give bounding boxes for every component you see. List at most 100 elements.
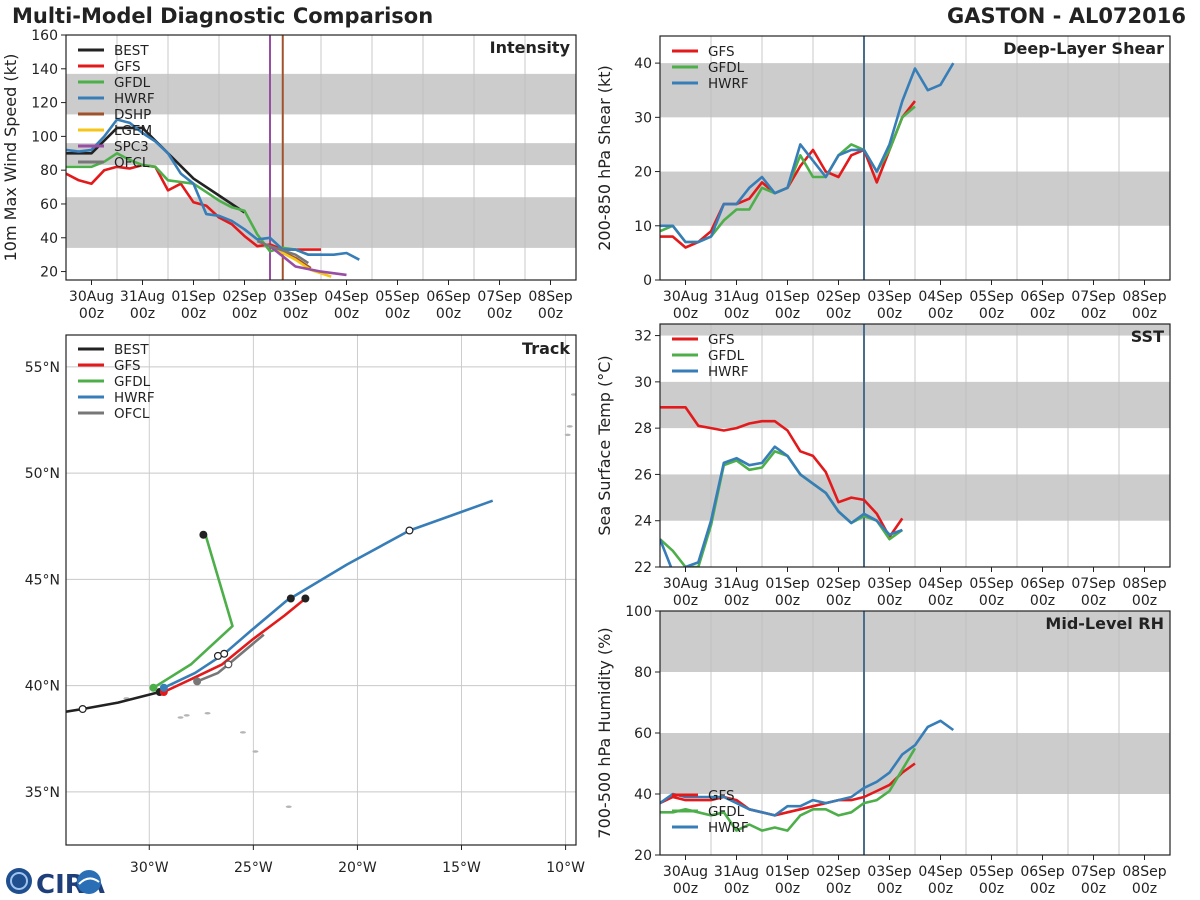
rh-ytick-label: 60 [634,726,652,742]
sst-xtick-day: 05Sep [969,576,1013,592]
sst-title: SST [1131,327,1164,346]
intensity-xtick-hour: 00z [283,306,308,322]
rh-series-gfs [660,762,916,817]
track-series-best [66,690,161,713]
track-legend-label-gfdl: GFDL [114,374,151,390]
cira-logo: CIRA [6,868,105,900]
sst-xtick-day: 06Sep [1020,576,1064,592]
shear-ytick-label: 10 [634,219,652,235]
sst-xtick-hour: 00z [877,593,902,609]
storm-id: GASTON - AL072016 [946,4,1186,28]
track-legend-label-best: BEST [114,342,149,358]
sst-xtick-hour: 00z [673,593,698,609]
intensity-xtick-day: 02Sep [222,289,266,305]
shear-ytick-label: 30 [634,110,652,126]
intensity-xtick-day: 06Sep [426,289,470,305]
track-xtick-label: 20°W [338,860,377,876]
sst-xtick-hour: 00z [1132,593,1157,609]
rh-xtick-day: 06Sep [1020,864,1064,880]
rh-xtick-day: 30Aug [663,864,708,880]
gfs-position-marker [286,594,295,603]
sst-xtick-hour: 00z [928,593,953,609]
rh-ytick-label: 20 [634,848,652,864]
intensity-frame [65,34,577,281]
shear-chart: 01020304030Aug00z31Aug00z01Sep00z02Sep00… [595,35,1171,322]
sst-ytick-label: 28 [634,421,652,437]
rh-xtick-hour: 00z [877,881,902,897]
intensity-xtick-hour: 00z [232,306,257,322]
sst-xtick-day: 03Sep [867,576,911,592]
intensity-legend-label-dshp: DSHP [114,107,151,123]
intensity-legend-label-lgem: LGEM [114,123,152,139]
shear-xtick-day: 01Sep [765,289,809,305]
rh-series-gfdl [660,747,917,832]
ofcl-position-marker [224,660,233,669]
sst-xtick-day: 01Sep [765,576,809,592]
shear-xtick-day: 05Sep [969,289,1013,305]
shear-xtick-hour: 00z [979,306,1004,322]
sst-legend-label-gfs: GFS [708,332,735,348]
rh-legend-label-gfdl: GFDL [708,804,745,820]
sst-xtick-hour: 00z [724,593,749,609]
intensity-xtick-hour: 00z [181,306,206,322]
sst-xtick-day: 07Sep [1071,576,1115,592]
intensity-xtick-day: 05Sep [375,289,419,305]
sst-xtick-hour: 00z [775,593,800,609]
intensity-xtick-hour: 00z [334,306,359,322]
sst-series-hwrf [660,445,903,567]
sst-ytick-label: 24 [634,514,652,530]
sst-ytick-label: 30 [634,375,652,391]
rh-xtick-day: 01Sep [765,864,809,880]
sst-xtick-day: 08Sep [1122,576,1166,592]
track-ytick-label: 45°N [25,572,60,588]
shear-xtick-day: 03Sep [867,289,911,305]
intensity-title: Intensity [490,38,571,57]
intensity-ytick-label: 140 [31,62,58,78]
intensity-legend-label-best: BEST [114,43,149,59]
rh-xtick-day: 31Aug [714,864,759,880]
track-land [566,425,573,428]
intensity-xtick-day: 04Sep [324,289,368,305]
rh-title: Mid-Level RH [1045,614,1164,633]
shear-xtick-hour: 00z [826,306,851,322]
shear-frame [659,35,1171,281]
sst-legend-label-hwrf: HWRF [708,364,749,380]
shear-xtick-hour: 00z [775,306,800,322]
shear-plot-area [660,36,1170,280]
shear-ylabel: 200-850 hPa Shear (kt) [595,65,614,251]
track-ytick-label: 40°N [25,679,60,695]
track-ytick-label: 55°N [25,360,60,376]
sst-xtick-day: 30Aug [663,576,708,592]
rh-xtick-day: 08Sep [1122,864,1166,880]
rh-series-hwrf [660,719,955,817]
hwrf-position-marker [220,649,229,658]
track-series-ofcl [196,633,265,683]
best-position-marker [78,704,87,713]
intensity-plot-area [66,35,576,280]
track-plot-area [66,335,576,845]
track-land [252,750,259,753]
sst-frame [659,323,1171,568]
sst-xtick-hour: 00z [826,593,851,609]
rh-xtick-hour: 00z [673,881,698,897]
intensity-xtick-hour: 00z [538,306,563,322]
rh-xtick-hour: 00z [775,881,800,897]
rh-xtick-day: 07Sep [1071,864,1115,880]
intensity-ylabel: 10m Max Wind Speed (kt) [1,54,20,262]
shear-title: Deep-Layer Shear [1003,39,1164,58]
intensity-xtick-day: 31Aug [120,289,165,305]
shear-ytick-label: 0 [643,273,652,289]
sst-xtick-day: 04Sep [918,576,962,592]
shear-series-hwrf [660,62,955,244]
intensity-series-gfdl [66,152,321,256]
globe-icon [6,868,32,894]
sst-xtick-hour: 00z [1030,593,1055,609]
intensity-ytick-label: 100 [31,129,58,145]
sst-legend-label-gfdl: GFDL [708,348,745,364]
intensity-series-ofcl [256,239,310,265]
shear-legend-label-hwrf: HWRF [708,76,749,92]
intensity-series-spc3 [269,245,347,277]
sst-series-gfs [660,405,904,539]
shear-xtick-hour: 00z [1030,306,1055,322]
